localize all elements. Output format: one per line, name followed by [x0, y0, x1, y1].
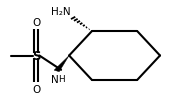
Text: O: O — [32, 18, 40, 28]
Text: H₂N: H₂N — [51, 7, 70, 17]
Text: S: S — [32, 50, 40, 62]
Polygon shape — [54, 56, 69, 72]
Text: N: N — [51, 75, 59, 84]
Text: O: O — [32, 84, 40, 94]
Text: H: H — [58, 74, 64, 83]
